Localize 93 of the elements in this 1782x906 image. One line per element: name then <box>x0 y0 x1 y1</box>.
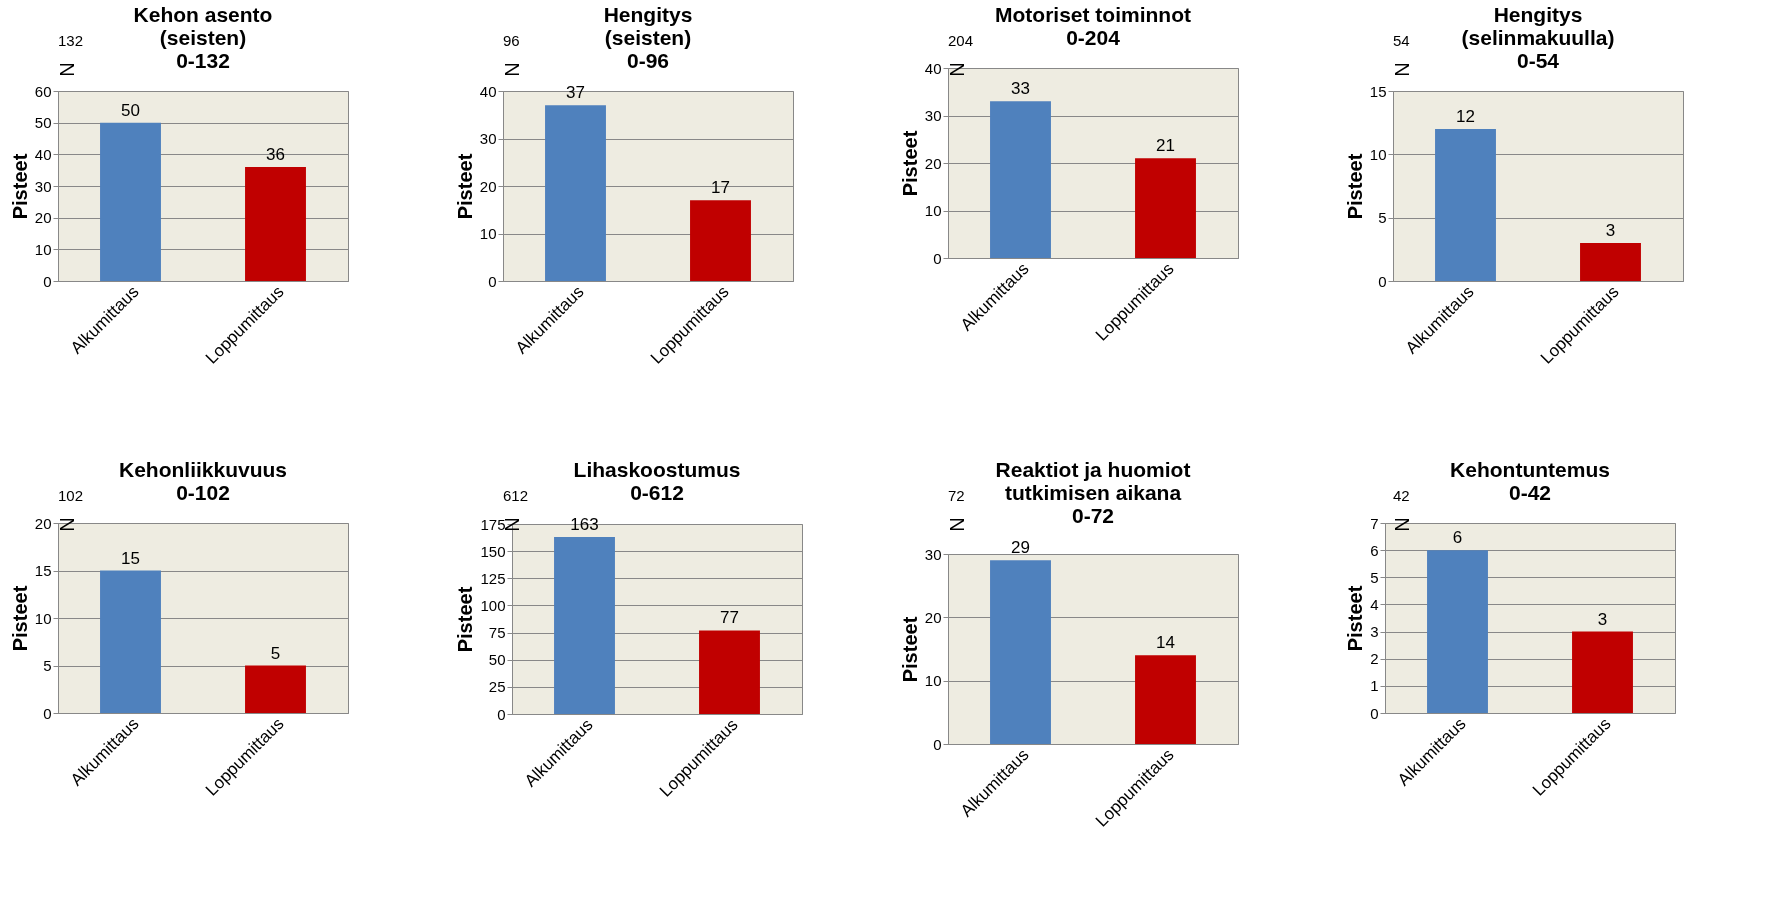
text: 102 <box>58 487 84 504</box>
y-tick-label: 0 <box>1378 272 1387 290</box>
y-tick-label: 125 <box>480 569 506 587</box>
y-tick-label: 10 <box>34 240 52 258</box>
y-tick-label: 20 <box>924 608 942 626</box>
y-axis-title: Pisteet <box>453 153 476 220</box>
text: N <box>945 517 969 532</box>
chart-title: Kehonliikkuvuus 0-102 <box>118 458 288 504</box>
y-tick-label: 10 <box>34 609 52 627</box>
text: 72 <box>948 487 965 504</box>
data-label: 17 <box>711 178 730 198</box>
data-label: 6 <box>1452 528 1463 548</box>
y-axis-title: Pisteet <box>8 153 31 220</box>
data-label: 15 <box>121 548 140 568</box>
y-tick-label: 30 <box>924 107 942 124</box>
text: 204 <box>948 32 974 49</box>
text: 132 <box>58 32 84 49</box>
y-tick-label: 40 <box>34 145 52 163</box>
y-tick-label: 0 <box>488 272 497 290</box>
data-label: 36 <box>266 145 285 164</box>
y-tick-label: 7 <box>1370 514 1379 532</box>
y-tick-label: 20 <box>479 177 497 195</box>
y-tick-label: 5 <box>1370 568 1379 586</box>
y-tick-label: 15 <box>34 562 52 579</box>
chart-title: Hengitys (seisten) 0-96 <box>603 3 693 72</box>
text: 612 <box>503 487 529 504</box>
chart-title: Motoriset toiminnot 0-204 <box>995 3 1191 49</box>
data-label: 37 <box>566 83 585 103</box>
text: N <box>55 62 79 77</box>
y-tick-label: 3 <box>1370 623 1379 641</box>
annotation: N <box>55 517 79 532</box>
y-tick-label: 150 <box>480 542 506 560</box>
y-tick-label: 15 <box>1369 82 1387 100</box>
y-axis-title: Pisteet <box>1344 585 1367 652</box>
data-label: 163 <box>570 515 599 535</box>
y-tick-label: 30 <box>34 177 52 195</box>
y-tick-label: 20 <box>34 514 52 532</box>
y-tick-label: 25 <box>488 678 506 696</box>
y-tick-label: 20 <box>924 154 942 172</box>
y-tick-label: 75 <box>488 624 506 642</box>
chart-title: Lihaskoostumus 0-612 <box>573 458 741 505</box>
data-label: 12 <box>1456 107 1475 126</box>
chart-title: Kehontuntemus 0-42 <box>1450 458 1610 504</box>
y-tick-label: 20 <box>34 209 52 227</box>
text: N <box>500 62 524 77</box>
y-tick-label: 0 <box>43 272 52 290</box>
y-tick-label: 0 <box>1370 704 1379 722</box>
data-label: 77 <box>720 608 739 628</box>
data-label: 21 <box>1156 136 1175 156</box>
annotation: N <box>1390 517 1414 532</box>
data-label: 50 <box>121 100 140 120</box>
y-tick-label: 6 <box>1370 541 1379 559</box>
chart-title: Hengitys (selinmakuulla) 0-54 <box>1461 3 1615 72</box>
y-tick-label: 30 <box>479 130 497 147</box>
text: 42 <box>1393 487 1410 504</box>
y-axis-title: Pisteet <box>8 585 31 652</box>
text: N <box>1390 62 1414 77</box>
data-label: 33 <box>1011 79 1030 99</box>
y-tick-label: 0 <box>43 704 52 722</box>
text: 96 <box>503 32 520 49</box>
y-tick-label: 10 <box>924 202 942 219</box>
y-tick-label: 40 <box>924 59 942 77</box>
data-label: 5 <box>270 643 281 663</box>
data-label: 3 <box>1597 609 1608 629</box>
y-tick-label: 5 <box>43 657 52 674</box>
y-tick-label: 60 <box>34 82 52 100</box>
annotation: N <box>945 62 969 77</box>
data-label: 3 <box>1605 221 1616 240</box>
y-tick-label: 0 <box>933 249 942 267</box>
y-tick-label: 50 <box>34 114 52 132</box>
y-tick-label: 175 <box>480 515 506 533</box>
y-tick-label: 10 <box>1369 145 1387 163</box>
y-tick-label: 100 <box>480 596 506 614</box>
chart-title: Kehon asento (seisten) 0-132 <box>133 3 273 72</box>
data-label: 14 <box>1156 633 1175 653</box>
y-tick-label: 10 <box>479 225 497 242</box>
y-tick-label: 2 <box>1370 650 1379 668</box>
y-tick-label: 50 <box>488 651 506 669</box>
y-axis-title: Pisteet <box>1343 153 1366 220</box>
y-axis-title: Pisteet <box>454 586 477 653</box>
y-tick-label: 1 <box>1370 677 1379 695</box>
chart-title: Reaktiot ja huomiot tutkimisen aikana 0-72 <box>995 458 1191 528</box>
y-tick-label: 4 <box>1370 595 1379 613</box>
data-label: 29 <box>1011 538 1030 558</box>
y-tick-label: 0 <box>933 735 942 753</box>
y-tick-label: 10 <box>924 672 942 690</box>
y-tick-label: 40 <box>479 82 497 100</box>
y-axis-title: Pisteet <box>898 130 921 197</box>
y-tick-label: 0 <box>497 705 506 723</box>
y-tick-label: 30 <box>924 545 942 563</box>
y-axis-title: Pisteet <box>898 616 921 683</box>
text: 54 <box>1393 32 1410 49</box>
y-tick-label: 5 <box>1378 209 1387 227</box>
